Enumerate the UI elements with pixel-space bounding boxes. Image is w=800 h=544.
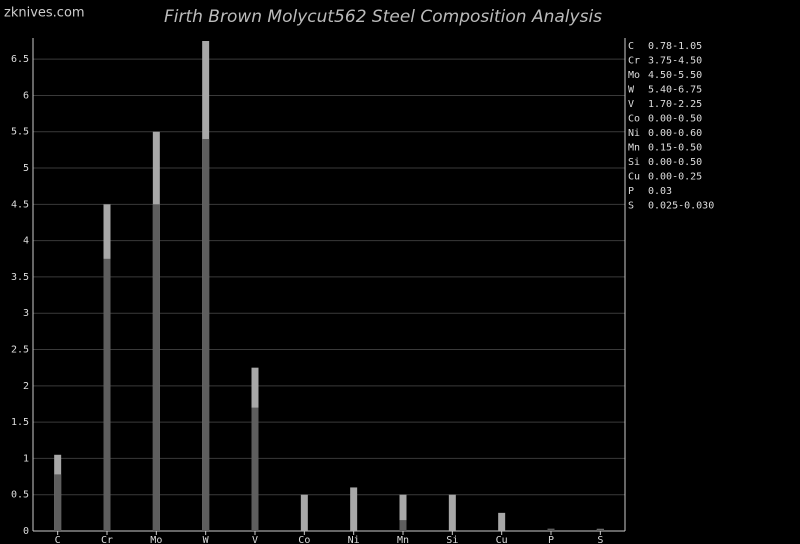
y-tick-label: 6 (23, 90, 29, 101)
y-tick-label: 1 (23, 453, 29, 464)
y-tick-label: 6.5 (11, 54, 29, 65)
y-tick-label: 3 (23, 308, 29, 319)
x-tick-label: P (548, 535, 554, 544)
bar (399, 520, 407, 531)
x-tick-label: Cu (496, 535, 508, 544)
bar (350, 487, 358, 531)
legend-element: Mn (628, 143, 640, 154)
y-tick-label: 5.5 (11, 127, 29, 138)
bar (300, 494, 308, 531)
legend-range: 0.00-0.50 (648, 114, 702, 125)
x-tick-label: W (203, 535, 210, 544)
y-tick-label: 0 (23, 526, 29, 537)
y-tick-label: 2.5 (11, 345, 29, 356)
x-tick-label: Mo (150, 535, 162, 544)
legend-range: 3.75-4.50 (648, 56, 702, 67)
y-tick-label: 2 (23, 381, 29, 392)
bar (596, 529, 604, 531)
bar (54, 474, 62, 531)
legend-range: 0.15-0.50 (648, 143, 702, 154)
bar (448, 494, 456, 531)
legend-element: Si (628, 157, 640, 168)
legend-range: 4.50-5.50 (648, 70, 702, 81)
y-tick-label: 4.5 (11, 199, 29, 210)
legend-range: 0.03 (648, 186, 672, 197)
watermark: zknives.com (4, 6, 85, 21)
legend-range: 0.00-0.60 (648, 128, 702, 139)
bar (152, 204, 160, 532)
legend-element: Cu (628, 172, 640, 183)
legend-range: 5.40-6.75 (648, 85, 702, 96)
legend-element: Co (628, 114, 640, 125)
legend-range: 0.78-1.05 (648, 41, 702, 52)
legend-range: 0.00-0.50 (648, 157, 702, 168)
bar (202, 139, 210, 531)
y-tick-label: 1.5 (11, 417, 29, 428)
bar (251, 407, 259, 531)
legend-element: W (628, 85, 635, 96)
chart-title: Firth Brown Molycut562 Steel Composition… (164, 7, 602, 27)
bar (399, 494, 407, 531)
x-tick-label: Mn (397, 535, 409, 544)
legend-range: 0.00-0.25 (648, 172, 702, 183)
x-tick-label: Co (298, 535, 310, 544)
x-tick-label: Si (446, 535, 458, 544)
y-tick-label: 4 (23, 236, 29, 247)
bar (498, 512, 506, 531)
legend-element: Cr (628, 56, 640, 67)
x-tick-label: Ni (348, 535, 360, 544)
legend-element: P (628, 186, 634, 197)
legend-element: V (628, 99, 634, 110)
y-tick-label: 0.5 (11, 490, 29, 501)
y-tick-label: 3.5 (11, 272, 29, 283)
legend-range: 1.70-2.25 (648, 99, 702, 110)
x-tick-label: C (55, 535, 61, 544)
x-tick-label: Cr (101, 535, 113, 544)
legend-element: Ni (628, 128, 640, 139)
bar (547, 528, 555, 531)
legend-element: C (628, 41, 634, 52)
x-tick-label: S (597, 535, 603, 544)
legend-element: Mo (628, 70, 640, 81)
x-tick-label: V (252, 535, 258, 544)
bar (103, 258, 111, 531)
legend-range: 0.025-0.030 (648, 201, 714, 212)
legend-element: S (628, 201, 634, 212)
y-tick-label: 5 (23, 163, 29, 174)
